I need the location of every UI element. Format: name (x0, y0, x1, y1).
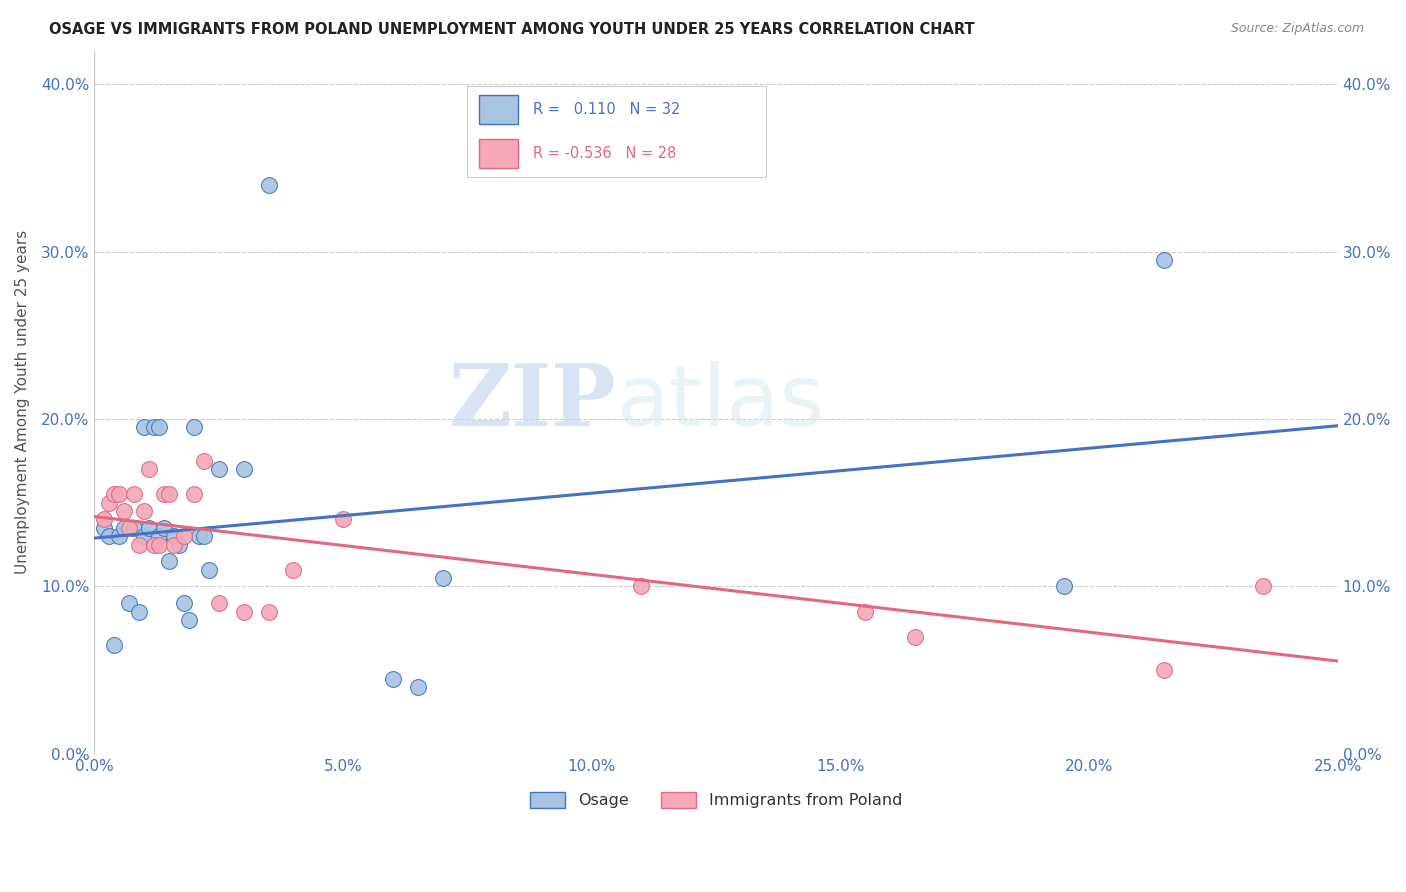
Point (208, 596, 231, 610)
Point (193, 529, 215, 543)
Point (157, 487, 180, 501)
Point (1153, 252, 1175, 267)
Point (93, 521, 115, 535)
Legend: Osage, Immigrants from Poland: Osage, Immigrants from Poland (522, 784, 910, 816)
Point (432, 571, 454, 585)
Point (183, 487, 205, 501)
Point (134, 504, 156, 518)
Point (103, 487, 125, 501)
Point (148, 529, 170, 543)
Point (332, 512, 354, 526)
Point (112, 504, 135, 518)
Point (187, 529, 209, 543)
Point (257, 178, 280, 192)
Text: ZIP: ZIP (449, 360, 617, 444)
Point (853, 605, 876, 619)
Point (173, 596, 195, 610)
Point (148, 420, 170, 434)
Point (138, 521, 160, 535)
Point (93, 512, 115, 526)
Point (163, 529, 186, 543)
Point (118, 521, 141, 535)
Point (118, 596, 141, 610)
Point (173, 529, 195, 543)
Point (134, 420, 156, 434)
Point (1053, 579, 1076, 593)
Point (103, 638, 125, 652)
Point (134, 529, 156, 543)
Point (128, 538, 150, 552)
Y-axis label: Unemployment Among Youth under 25 years: Unemployment Among Youth under 25 years (15, 230, 30, 574)
Point (630, 579, 652, 593)
Point (128, 605, 150, 619)
Point (1251, 579, 1274, 593)
Point (157, 554, 180, 568)
Point (904, 630, 927, 644)
Point (98, 529, 121, 543)
Point (112, 521, 135, 535)
Point (232, 605, 254, 619)
Point (208, 462, 231, 476)
Text: OSAGE VS IMMIGRANTS FROM POLAND UNEMPLOYMENT AMONG YOUTH UNDER 25 YEARS CORRELAT: OSAGE VS IMMIGRANTS FROM POLAND UNEMPLOY… (49, 22, 974, 37)
Point (153, 521, 176, 535)
Point (143, 538, 166, 552)
Point (122, 487, 145, 501)
Point (283, 563, 305, 577)
Point (198, 563, 221, 577)
Point (1153, 663, 1175, 677)
Point (177, 613, 200, 627)
Point (183, 420, 205, 434)
Point (98, 496, 121, 510)
Point (381, 672, 404, 686)
Point (122, 521, 145, 535)
Point (148, 538, 170, 552)
Point (138, 462, 160, 476)
Point (167, 538, 190, 552)
Point (232, 462, 254, 476)
Point (153, 487, 176, 501)
Point (108, 529, 131, 543)
Point (193, 454, 215, 468)
Point (108, 487, 131, 501)
Point (406, 680, 429, 694)
Point (143, 420, 166, 434)
Text: Source: ZipAtlas.com: Source: ZipAtlas.com (1230, 22, 1364, 36)
Point (163, 538, 186, 552)
Text: atlas: atlas (617, 360, 824, 444)
Point (257, 605, 280, 619)
